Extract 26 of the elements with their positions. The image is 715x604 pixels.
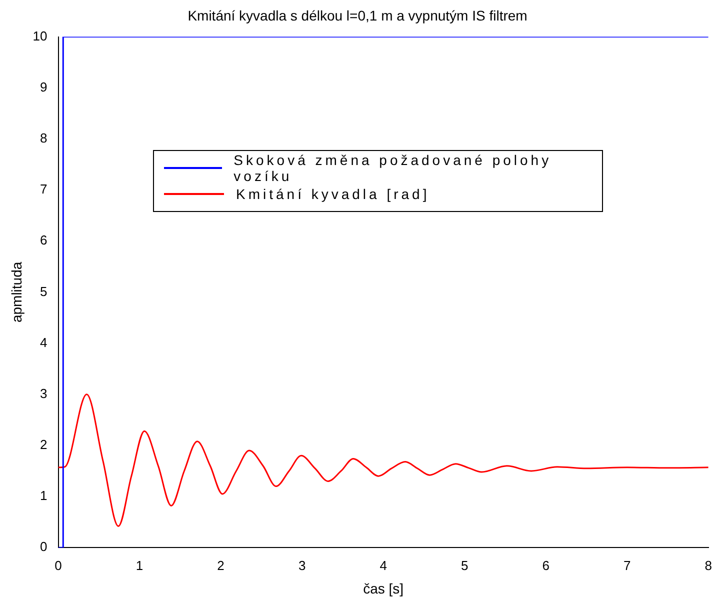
y-tick-label: 10 bbox=[32, 28, 48, 44]
y-tick-label: 6 bbox=[40, 232, 48, 248]
x-tick-label: 5 bbox=[460, 558, 468, 573]
y-tick-label: 9 bbox=[40, 79, 48, 94]
x-tick-label: 0 bbox=[54, 558, 62, 573]
y-tick-label: 7 bbox=[40, 182, 48, 197]
line-series bbox=[58, 394, 708, 527]
x-tick-label: 3 bbox=[298, 558, 306, 573]
x-tick-label: 1 bbox=[136, 558, 144, 573]
y-tick-label: 3 bbox=[40, 386, 48, 401]
x-tick-label: 8 bbox=[704, 558, 712, 573]
x-axis-title: čas [s] bbox=[363, 580, 404, 596]
x-tick-label: 6 bbox=[542, 558, 550, 573]
y-tick-label: 0 bbox=[40, 539, 48, 554]
x-tick-label: 2 bbox=[217, 558, 224, 573]
y-axis-title: apmlituda bbox=[8, 262, 24, 323]
x-tick-label: 4 bbox=[380, 558, 387, 573]
y-tick-label: 8 bbox=[40, 130, 48, 146]
legend-label: Skoková změna požadované polohy vozíku bbox=[234, 152, 553, 184]
legend-label: Kmitání kyvadla [rad] bbox=[236, 186, 430, 202]
y-tick-label: 1 bbox=[40, 488, 48, 504]
y-tick-label: 5 bbox=[40, 284, 48, 299]
chart-title: Kmitání kyvadla s délkou l=0,1 m a vypnutým IS filtrem bbox=[188, 7, 528, 24]
y-tick-label: 4 bbox=[40, 334, 48, 350]
x-tick-label: 7 bbox=[624, 558, 631, 573]
y-tick-label: 2 bbox=[40, 437, 48, 452]
